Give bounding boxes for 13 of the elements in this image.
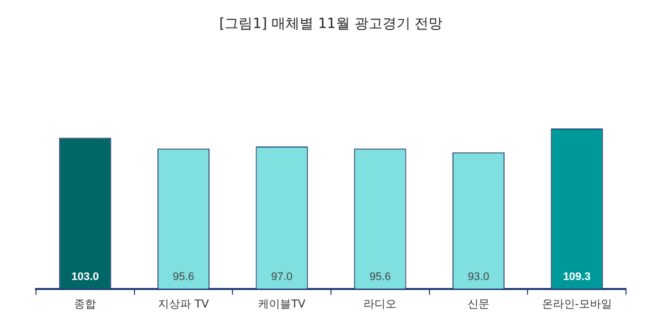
x-tick-label: 라디오 xyxy=(364,297,397,310)
x-tick-label: 종합 xyxy=(74,297,96,310)
data-label: 103.0 xyxy=(71,270,99,283)
data-label: 95.6 xyxy=(172,270,194,283)
data-label: 93.0 xyxy=(468,270,490,283)
data-label: 95.6 xyxy=(369,270,391,283)
x-tick-label: 케이블TV xyxy=(258,297,306,310)
x-tick-label: 온라인-모바일 xyxy=(542,297,612,310)
chart-title: [그림1] 매체별 11월 광고경기 전망 xyxy=(219,16,443,32)
data-label: 109.3 xyxy=(563,270,591,283)
x-tick-label: 신문 xyxy=(468,297,490,310)
x-tick-label: 지상파 TV xyxy=(158,297,210,310)
data-label: 97.0 xyxy=(271,270,293,283)
